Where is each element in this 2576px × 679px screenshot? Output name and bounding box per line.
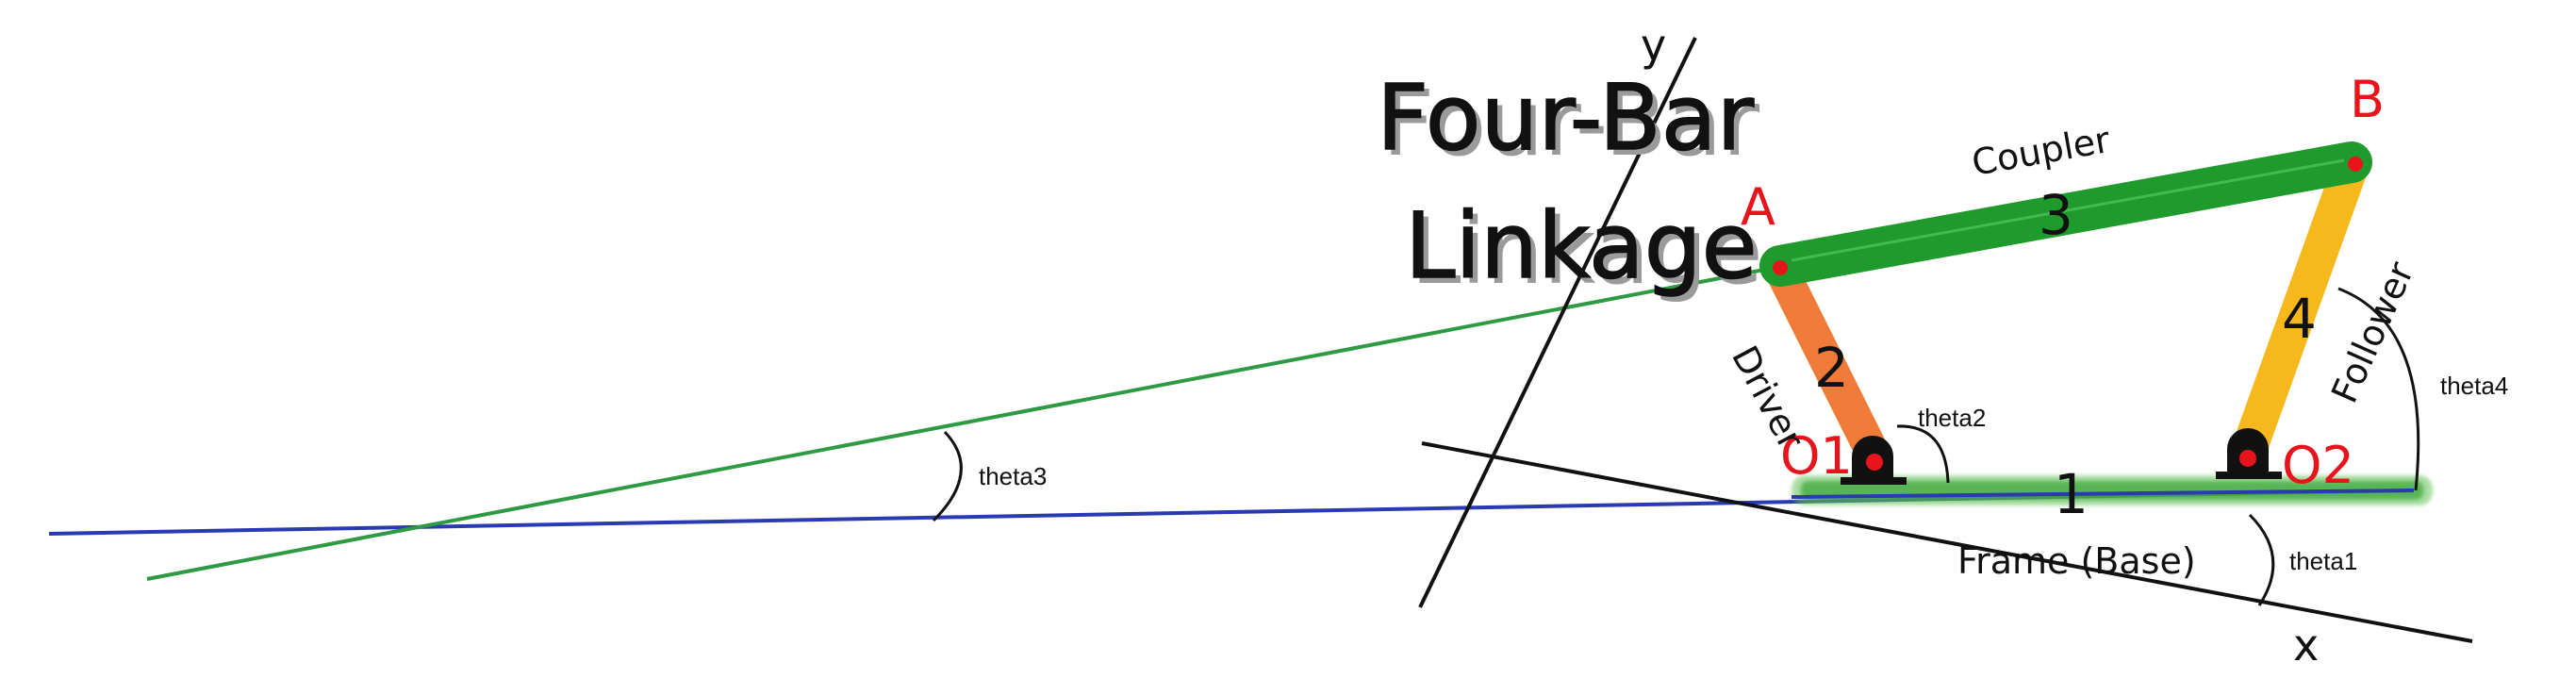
- theta1-arc: [2248, 513, 2275, 606]
- y-axis-label: y: [1641, 20, 1666, 71]
- title-line2-shadow: Linkage: [1411, 199, 1763, 305]
- joint-o1: [1866, 454, 1883, 471]
- theta2-label: theta2: [1918, 404, 1986, 432]
- x-axis-line: [1421, 441, 2473, 643]
- theta3-arc: [932, 430, 963, 522]
- driver-link: [1763, 251, 1893, 477]
- theta2-arc: [1896, 424, 1950, 484]
- follower-name: Follower: [2323, 256, 2422, 409]
- point-b-label: B: [2350, 70, 2385, 129]
- joint-a: [1773, 260, 1788, 275]
- title-line1-shadow: Four-Bar: [1382, 71, 1760, 176]
- theta3-label: theta3: [979, 462, 1047, 490]
- frame-number: 1: [2054, 462, 2089, 526]
- driver-number: 2: [1814, 336, 1849, 400]
- page-title: Four-Bar Linkage Four-Bar Linkage: [1376, 64, 1763, 305]
- follower-link: [2230, 146, 2370, 471]
- y-axis-line: [1418, 37, 1697, 608]
- joint-b: [2348, 157, 2363, 172]
- frame-line: [1791, 489, 2415, 499]
- joint-o2: [2239, 450, 2256, 467]
- coupler-extension-line: [146, 264, 1785, 581]
- title-line2: Linkage: [1405, 193, 1758, 299]
- title-line1: Four-Bar: [1377, 65, 1755, 171]
- coupler-name: Coupler: [1969, 119, 2113, 184]
- point-o1-label: O1: [1780, 426, 1853, 486]
- follower-number: 4: [2282, 287, 2317, 351]
- coupler-number: 3: [2039, 183, 2073, 247]
- point-a-label: A: [1741, 177, 1775, 237]
- driver-name: Driver: [1724, 340, 1812, 456]
- point-o2-label: O2: [2282, 436, 2354, 495]
- theta4-arc: [2337, 287, 2420, 491]
- x-axis-label: x: [2293, 620, 2319, 671]
- theta4-label: theta4: [2440, 372, 2508, 400]
- frame-name: Frame (Base): [1957, 540, 2196, 582]
- coupler-link: [1759, 141, 2372, 287]
- coupler-highlight: [1791, 158, 2345, 262]
- theta1-label: theta1: [2289, 547, 2357, 575]
